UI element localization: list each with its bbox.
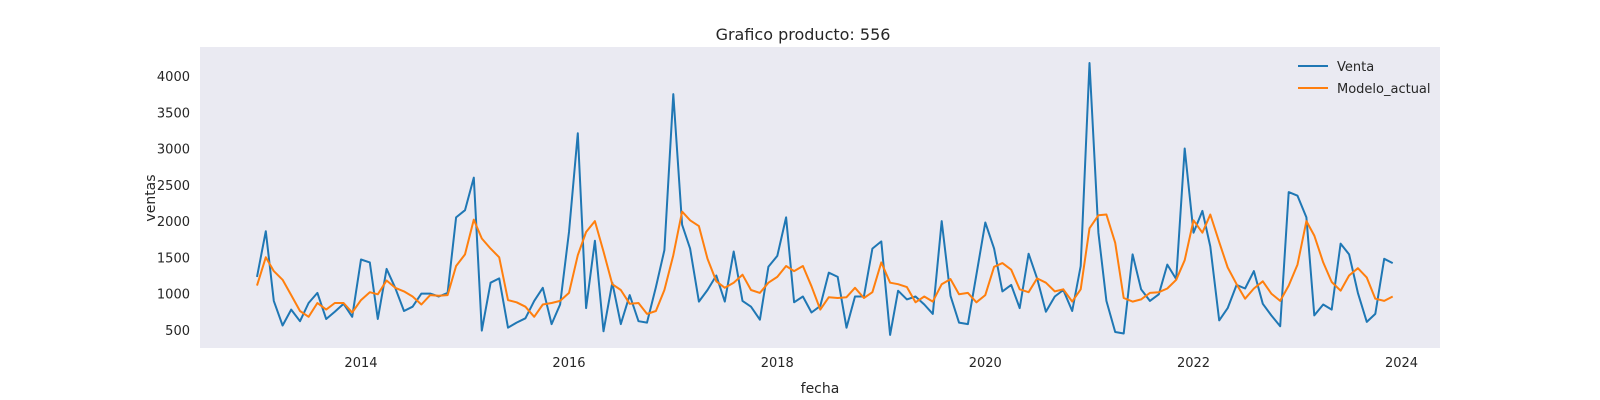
- x-tick-label: 2014: [344, 356, 377, 371]
- y-tick-label: 3500: [157, 106, 190, 121]
- legend-label-modelo-actual: Modelo_actual: [1337, 82, 1431, 97]
- y-axis: 500 1000 1500 2000 2500 3000 3500 4000: [157, 70, 190, 339]
- y-axis-label: ventas: [143, 174, 159, 221]
- x-axis: 2014 2016 2018 2020 2022 2024: [344, 356, 1418, 371]
- y-tick-label: 2500: [157, 179, 190, 194]
- x-tick-label: 2018: [761, 356, 794, 371]
- legend-label-venta: Venta: [1337, 60, 1374, 75]
- y-tick-label: 1000: [157, 288, 190, 303]
- legend: Venta Modelo_actual: [1298, 60, 1431, 97]
- x-tick-label: 2022: [1177, 356, 1210, 371]
- series-line-modelo-actual: [256, 210, 1394, 318]
- y-tick-label: 3000: [157, 143, 190, 158]
- series-line-venta: [256, 62, 1394, 336]
- y-tick-label: 2000: [157, 215, 190, 230]
- y-tick-label: 500: [165, 324, 190, 339]
- chart-title: Grafico producto: 556: [716, 25, 891, 44]
- x-tick-label: 2020: [969, 356, 1002, 371]
- plot-lines: [256, 62, 1394, 336]
- y-tick-label: 4000: [157, 70, 190, 85]
- plot-area: [200, 47, 1440, 348]
- x-axis-label: fecha: [801, 381, 840, 397]
- y-tick-label: 1500: [157, 251, 190, 266]
- x-tick-label: 2024: [1385, 356, 1418, 371]
- x-tick-label: 2016: [552, 356, 585, 371]
